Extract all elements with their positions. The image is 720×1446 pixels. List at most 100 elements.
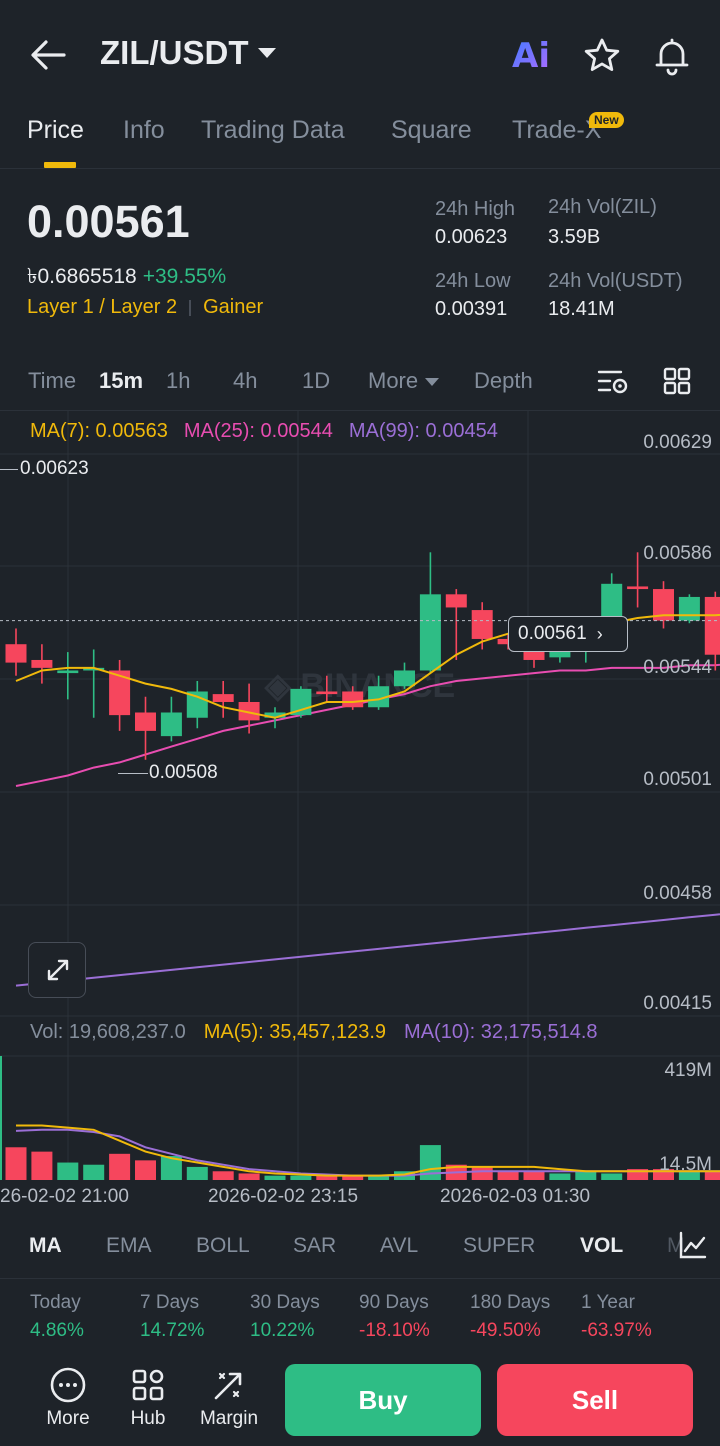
bell-icon[interactable] — [652, 36, 692, 76]
fiat-price: ৳0.6865518 — [27, 265, 137, 288]
candle-body — [419, 594, 441, 671]
indicator-sar[interactable]: SAR — [293, 1234, 337, 1257]
pair-selector[interactable]: ZIL/USDT — [100, 34, 277, 72]
time-tick: 2026-02-02 23:15 — [208, 1186, 359, 1207]
volume-bar — [31, 1151, 53, 1180]
indicator-boll[interactable]: BOLL — [196, 1234, 250, 1257]
volume-bar — [471, 1166, 493, 1180]
ai-icon[interactable]: Ai — [512, 36, 550, 76]
candle-body — [212, 694, 234, 702]
candle-body — [57, 670, 79, 674]
candle-body — [83, 667, 105, 671]
vol-base-value: 3.59B — [548, 226, 601, 248]
candle-body — [264, 712, 286, 718]
divider — [0, 410, 720, 411]
price-tick: 0.00629 — [643, 432, 712, 453]
low-label: 24h Low — [435, 270, 511, 292]
candle-body — [678, 596, 700, 621]
vol-quote-value: 18.41M — [548, 298, 615, 320]
interval-time[interactable]: Time — [28, 368, 77, 393]
volume-bar — [523, 1171, 545, 1180]
volume-bar — [290, 1175, 312, 1180]
tag-layer[interactable]: Layer 1 / Layer 2 — [27, 296, 178, 318]
perf-value-30d: 10.22% — [250, 1320, 315, 1341]
current-price-tag[interactable]: 0.00561 › — [508, 616, 628, 652]
star-icon[interactable] — [582, 36, 622, 76]
perf-value-7d: 14.72% — [140, 1320, 205, 1341]
candlestick-chart[interactable]: ◈ BINANCE — [0, 410, 720, 1180]
time-tick: 26-02-02 21:00 — [0, 1186, 129, 1207]
candle-body — [109, 670, 131, 716]
vol-ma5-legend: MA(5): 35,457,123.9 — [203, 1021, 387, 1043]
volume-bar — [186, 1166, 208, 1180]
candle-body — [160, 712, 182, 737]
perf-label-90d: 90 Days — [359, 1292, 429, 1313]
volume-bar — [704, 1171, 720, 1180]
interval-1d[interactable]: 1D — [302, 368, 331, 393]
tags-row: Layer 1 / Layer 2 Gainer — [27, 296, 263, 319]
time-tick: 2026-02-03 01:30 — [440, 1186, 591, 1207]
ma7-legend: MA(7): 0.00563 — [30, 420, 168, 442]
low-value: 0.00391 — [435, 298, 508, 320]
tab-trade-x[interactable]: Trade-X — [512, 116, 602, 144]
volume-bar — [160, 1156, 182, 1180]
vol-tick: 419M — [664, 1060, 712, 1081]
interval-1h[interactable]: 1h — [166, 368, 191, 393]
volume-bar — [0, 1056, 2, 1180]
ma25-legend: MA(25): 0.00544 — [183, 420, 333, 442]
price-tick: 0.00544 — [643, 657, 712, 678]
margin-button[interactable]: Margin — [196, 1366, 262, 1430]
back-arrow-icon[interactable] — [28, 38, 68, 72]
volume-bar — [342, 1175, 364, 1180]
interval-depth[interactable]: Depth — [474, 368, 533, 393]
indicator-avl[interactable]: AVL — [380, 1234, 419, 1257]
vol-ma5-line — [16, 1124, 720, 1177]
indicator-super[interactable]: SUPER — [463, 1234, 536, 1257]
low-marker-line — [118, 773, 148, 774]
vol-legend: Vol: 19,608,237.0 MA(5): 35,457,123.9 MA(1… — [30, 1021, 616, 1044]
interval-4h[interactable]: 4h — [233, 368, 258, 393]
tag-separator — [189, 299, 192, 316]
tab-square[interactable]: Square — [391, 116, 472, 144]
vol-current: Vol: 19,608,237.0 — [30, 1021, 186, 1043]
volume-bar — [653, 1169, 674, 1180]
perf-label-30d: 30 Days — [250, 1292, 320, 1313]
volume-bar — [368, 1175, 390, 1180]
candle-body — [342, 691, 364, 708]
indicator-vol[interactable]: VOL — [580, 1234, 624, 1257]
ma99-legend: MA(99): 0.00454 — [348, 420, 498, 442]
volume-bar — [83, 1164, 105, 1180]
layout-grid-icon[interactable] — [662, 366, 692, 396]
perf-value-1y: -63.97% — [581, 1320, 652, 1341]
interval-15m[interactable]: 15m — [99, 368, 144, 393]
indicator-ema[interactable]: EMA — [106, 1234, 152, 1257]
last-price: 0.00561 — [27, 196, 190, 247]
high-value: 0.00623 — [435, 226, 508, 248]
indicator-ma[interactable]: MA — [29, 1234, 62, 1257]
more-button[interactable]: More — [40, 1366, 96, 1430]
more-dots-icon — [50, 1367, 86, 1403]
fullscreen-button[interactable] — [28, 942, 86, 998]
tab-info[interactable]: Info — [123, 116, 165, 144]
price-tick: 0.00415 — [643, 993, 712, 1014]
candle-body — [471, 610, 493, 639]
candle-body — [135, 712, 156, 731]
chart-settings-icon[interactable] — [596, 366, 630, 396]
current-price-label: 0.00561 — [518, 623, 587, 644]
interval-more[interactable]: More — [368, 368, 440, 394]
buy-button[interactable]: Buy — [285, 1364, 481, 1436]
hub-button[interactable]: Hub — [126, 1366, 170, 1430]
tag-gainer[interactable]: Gainer — [203, 296, 264, 318]
price-change: +39.55% — [142, 265, 227, 288]
sell-button[interactable]: Sell — [497, 1364, 693, 1436]
divider — [0, 168, 720, 169]
volume-bar — [601, 1173, 623, 1180]
candle-body — [627, 586, 649, 590]
pair-name: ZIL/USDT — [100, 34, 249, 71]
candle-body — [653, 589, 674, 621]
tab-price[interactable]: Price — [27, 116, 84, 144]
indicator-settings-icon[interactable] — [678, 1230, 708, 1260]
price-tick: 0.00501 — [643, 769, 712, 790]
volume-bar — [575, 1171, 597, 1180]
tab-trading-data[interactable]: Trading Data — [201, 116, 345, 144]
